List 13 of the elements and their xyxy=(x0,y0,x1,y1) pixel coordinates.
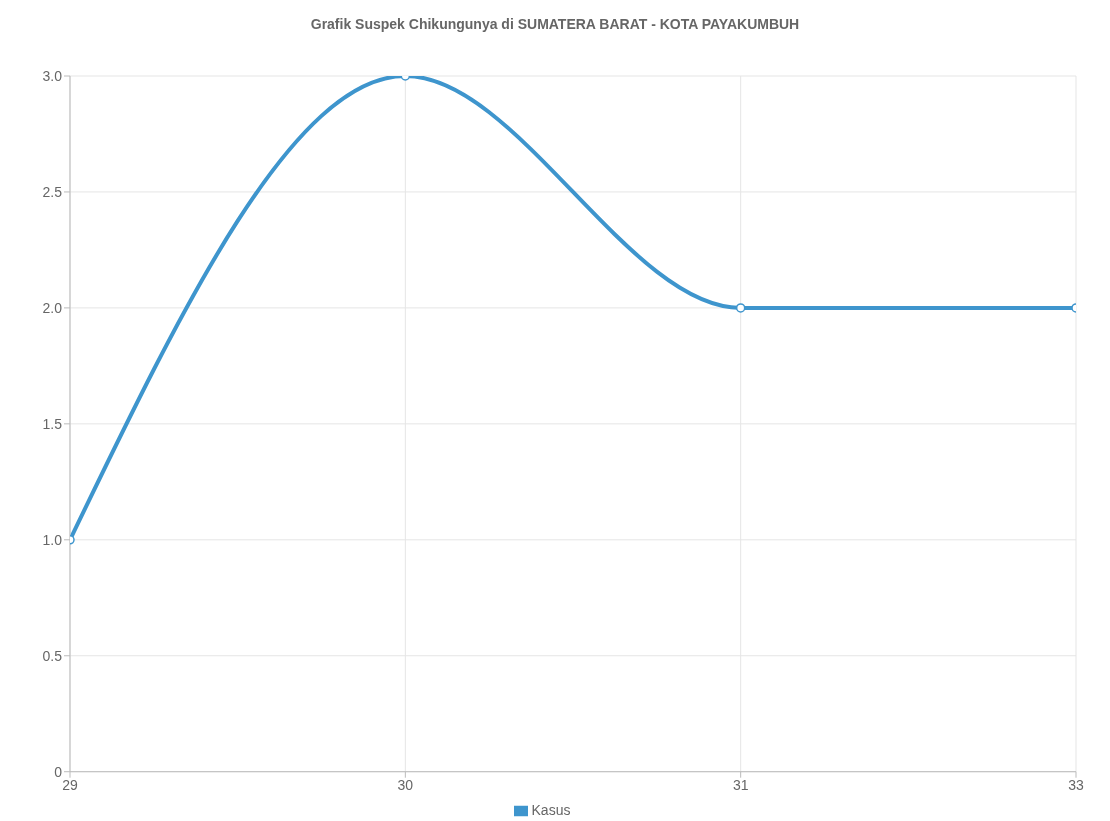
y-tick-label: 0.5 xyxy=(42,647,63,664)
x-tick-label: 33 xyxy=(1068,776,1084,793)
chart-title: Grafik Suspek Chikungunya di SUMATERA BARAT - KOTA PAYAKUMBUH xyxy=(309,15,801,34)
y-tick-label: 3.0 xyxy=(42,67,63,84)
x-tick-label: 30 xyxy=(397,776,414,793)
y-tick-label: 1.0 xyxy=(42,531,63,548)
y-tick-label: 1.5 xyxy=(42,415,63,432)
legend-label: Kasus xyxy=(531,801,571,818)
y-tick-label: 0 xyxy=(54,763,63,780)
y-tick-label: 2.0 xyxy=(42,299,63,316)
x-tick-label: 29 xyxy=(62,776,78,793)
y-tick-label: 2.5 xyxy=(42,183,63,200)
x-tick-label: 31 xyxy=(732,776,749,793)
